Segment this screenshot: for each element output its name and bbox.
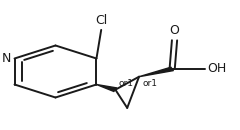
Text: OH: OH	[207, 62, 226, 75]
Polygon shape	[139, 67, 174, 77]
Text: Cl: Cl	[95, 14, 107, 27]
Text: N: N	[2, 52, 11, 65]
Text: O: O	[170, 24, 180, 37]
Text: or1: or1	[143, 79, 158, 88]
Text: or1: or1	[119, 79, 134, 88]
Polygon shape	[96, 84, 117, 91]
